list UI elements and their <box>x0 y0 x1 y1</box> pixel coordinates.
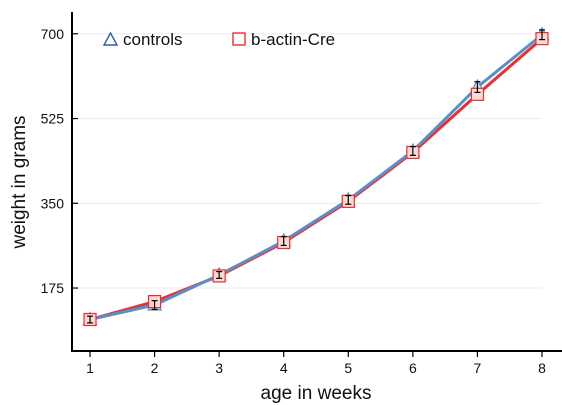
y-axis-title: weight in grams <box>9 115 30 249</box>
y-tick-label-350: 350 <box>41 195 65 211</box>
axes <box>71 12 562 352</box>
x-tick-label-5: 5 <box>344 360 352 376</box>
x-tick-label-6: 6 <box>409 360 417 376</box>
x-tick-label-4: 4 <box>280 360 288 376</box>
x-tick-label-1: 1 <box>86 360 94 376</box>
x-ticks: 1 2 3 4 5 6 7 8 <box>86 351 546 376</box>
y-tick-label-525: 525 <box>41 111 65 127</box>
x-tick-label-8: 8 <box>538 360 546 376</box>
x-axis-title: age in weeks <box>261 383 372 404</box>
series-line-b-actin-cre <box>88 37 544 322</box>
series <box>82 26 550 327</box>
gridlines <box>73 33 542 289</box>
x-tick-label-2: 2 <box>151 360 159 376</box>
legend: controls b-actin-Cre <box>102 30 335 49</box>
legend-item-b-actin-cre: b-actin-Cre <box>232 30 335 49</box>
y-tick-label-175: 175 <box>41 280 65 296</box>
legend-label-b-actin-cre: b-actin-Cre <box>251 30 335 49</box>
series-line-controls <box>88 33 544 322</box>
x-tick-label-3: 3 <box>215 360 223 376</box>
y-tick-label-700: 700 <box>41 26 65 42</box>
legend-square-icon <box>232 32 246 46</box>
legend-triangle-icon <box>102 31 119 46</box>
x-tick-label-7: 7 <box>474 360 482 376</box>
y-ticks: 175 350 525 700 <box>41 26 78 296</box>
legend-item-controls: controls <box>102 30 183 49</box>
legend-label-controls: controls <box>123 30 183 49</box>
